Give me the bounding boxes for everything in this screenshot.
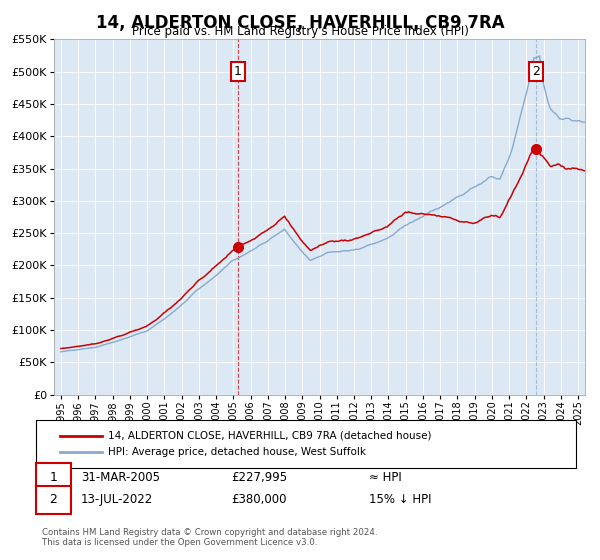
Text: ≈ HPI: ≈ HPI <box>369 470 402 484</box>
Text: 13-JUL-2022: 13-JUL-2022 <box>81 493 153 506</box>
Text: HPI: Average price, detached house, West Suffolk: HPI: Average price, detached house, West… <box>108 447 366 457</box>
Text: 2: 2 <box>49 493 58 506</box>
Text: £380,000: £380,000 <box>231 493 287 506</box>
Text: Contains HM Land Registry data © Crown copyright and database right 2024.
This d: Contains HM Land Registry data © Crown c… <box>42 528 377 547</box>
Text: 14, ALDERTON CLOSE, HAVERHILL, CB9 7RA: 14, ALDERTON CLOSE, HAVERHILL, CB9 7RA <box>95 14 505 32</box>
Text: 15% ↓ HPI: 15% ↓ HPI <box>369 493 431 506</box>
Text: 31-MAR-2005: 31-MAR-2005 <box>81 470 160 484</box>
Text: £227,995: £227,995 <box>231 470 287 484</box>
Text: 2: 2 <box>532 65 539 78</box>
Text: 14, ALDERTON CLOSE, HAVERHILL, CB9 7RA (detached house): 14, ALDERTON CLOSE, HAVERHILL, CB9 7RA (… <box>108 431 431 441</box>
Text: 1: 1 <box>49 470 58 484</box>
Text: 1: 1 <box>233 65 242 78</box>
Text: Price paid vs. HM Land Registry's House Price Index (HPI): Price paid vs. HM Land Registry's House … <box>131 25 469 38</box>
